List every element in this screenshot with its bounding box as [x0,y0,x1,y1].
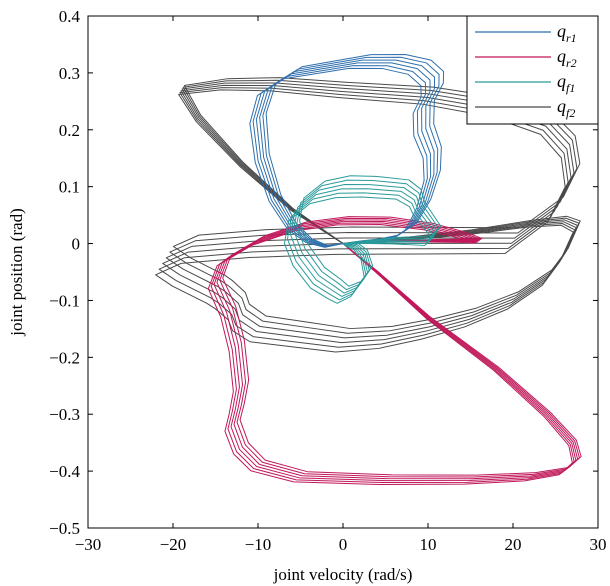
x-tick-label: −20 [160,535,187,554]
y-tick-label: −0.3 [49,405,80,424]
x-tick-label: 10 [420,535,437,554]
series-line [283,196,433,304]
series-line [213,221,577,482]
y-tick-label: −0.5 [49,519,80,538]
y-tick-label: 0.1 [59,178,80,197]
x-tick-label: 30 [590,535,607,554]
series-line [207,224,573,485]
series-q-f2 [155,77,581,353]
series-line [299,175,442,287]
y-tick-label: −0.4 [49,462,80,481]
x-axis-label: joint velocity (rad/s) [273,565,413,584]
y-axis-label: joint position (rad) [7,208,26,336]
legend-box [466,15,599,125]
series-line [296,179,440,291]
y-tick-label: 0 [72,235,81,254]
y-tick-label: −0.2 [49,348,80,367]
series-q-r1 [249,53,445,248]
x-tick-label: −10 [245,535,272,554]
series-line [252,65,428,248]
y-tick-label: 0.2 [59,121,80,140]
series-line [289,188,437,297]
series-layer [155,53,582,485]
x-tick-label: 0 [339,535,348,554]
series-line [265,53,445,246]
series-line [158,87,576,348]
x-tick-label: 20 [505,535,522,554]
y-tick-label: 0.4 [59,7,81,26]
series-q-f1 [283,175,442,304]
y-ticks: −0.5 −0.4 −0.3 −0.2 −0.1 0 0.1 0.2 0.3 0.4 [49,7,598,538]
series-line [172,77,581,330]
y-tick-label: 0.3 [59,64,80,83]
series-line [219,217,580,478]
series-line [155,89,574,353]
series-q-r2 [207,216,582,485]
x-ticks: −30 −20 −10 0 10 20 30 [75,16,607,554]
series-line [210,222,575,484]
series-line [286,192,435,301]
series-line [216,219,579,480]
series-line [222,216,582,476]
x-tick-label: −30 [75,535,102,554]
y-tick-label: −0.1 [49,291,80,310]
